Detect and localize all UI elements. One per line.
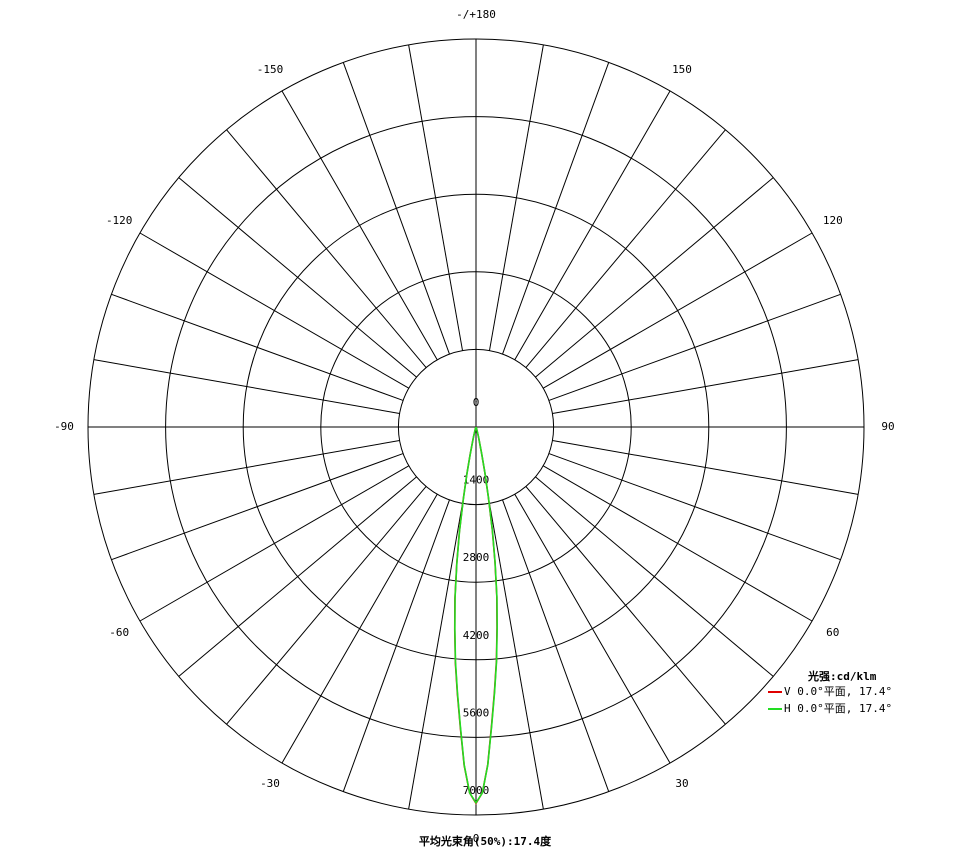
r-tick-label: 2800 — [463, 551, 490, 564]
theta-tick-label: -150 — [257, 63, 284, 76]
theta-tick-label: 120 — [823, 214, 843, 227]
chart-title: 平均光束角(50%):17.4度 — [419, 834, 552, 848]
theta-tick-label: 30 — [675, 777, 688, 790]
intensity-curve — [454, 426, 498, 805]
r-tick-label: 1400 — [463, 474, 490, 487]
theta-tick-label: -90 — [54, 420, 74, 433]
grid-circle — [242, 193, 710, 661]
theta-tick-label: -/+180 — [456, 8, 496, 21]
grid-circle — [397, 348, 555, 506]
theta-tick-label: -60 — [109, 626, 129, 639]
theta-tick-label: 150 — [672, 63, 692, 76]
r-tick-label: 7000 — [463, 784, 490, 797]
theta-tick-label: 60 — [826, 626, 839, 639]
grid-circle — [165, 116, 787, 738]
r-tick-label: 5600 — [463, 706, 490, 719]
theta-tick-label: -120 — [106, 214, 133, 227]
theta-tick-label: 0 — [473, 832, 480, 845]
grid-circle — [87, 38, 865, 816]
r-tick-label: 0 — [473, 396, 480, 409]
theta-tick-label: -30 — [260, 777, 280, 790]
r-tick-label: 4200 — [463, 629, 490, 642]
grid-circle — [320, 271, 632, 583]
legend-label: H 0.0°平面, 17.4° — [784, 702, 892, 715]
legend-title: 光强:cd/klm — [807, 669, 877, 683]
theta-tick-label: 90 — [881, 420, 894, 433]
legend-label: V 0.0°平面, 17.4° — [784, 685, 892, 698]
